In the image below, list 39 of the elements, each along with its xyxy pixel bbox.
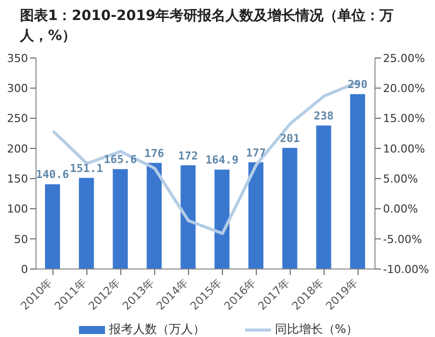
data-label: 165.6 [104,153,138,166]
bar [112,169,128,269]
legend-label: 报考人数（万人） [108,321,205,337]
data-label: 290 [348,78,368,92]
data-label: 238 [314,110,334,123]
bar [180,165,196,269]
y2-tick-label: -5.00% [383,232,422,246]
data-label: 151.1 [70,162,104,175]
bar [248,162,264,269]
data-label: 177 [246,146,266,160]
y2-tick-label: 25.00% [383,52,425,65]
y-tick-label: 150 [7,172,28,186]
y2-tick-label: 15.00% [383,112,425,126]
bar [214,170,230,269]
data-label: 176 [144,146,165,160]
data-label: 201 [280,132,300,145]
data-label: 164.9 [205,154,239,167]
y-tick-label: 350 [7,52,28,65]
y-tick-label: 100 [7,202,28,216]
y-tick-label: 0 [21,262,28,276]
y-tick-label: 50 [14,232,28,246]
bar [282,148,298,269]
chart-title: 图表1：2010-2019年考研报名人数及增长情况（单位：万人，%） [18,7,394,46]
y-tick-label: 300 [7,82,28,96]
data-label: 140.6 [36,168,70,182]
bar [316,126,332,269]
bar [78,178,94,269]
y-tick-label: 250 [7,112,28,126]
data-label: 172 [178,149,198,162]
y2-tick-label: -10.00% [383,262,429,276]
y2-tick-label: 0.00% [383,202,418,216]
bar [350,94,366,269]
y-tick-label: 200 [7,142,28,156]
bar [45,184,60,269]
y2-tick-label: 5.00% [383,172,418,186]
y2-tick-label: 10.00% [383,142,425,156]
legend-label: 同比增长（%） [274,321,358,337]
y2-tick-label: 20.00% [383,82,425,96]
bar [146,162,162,269]
